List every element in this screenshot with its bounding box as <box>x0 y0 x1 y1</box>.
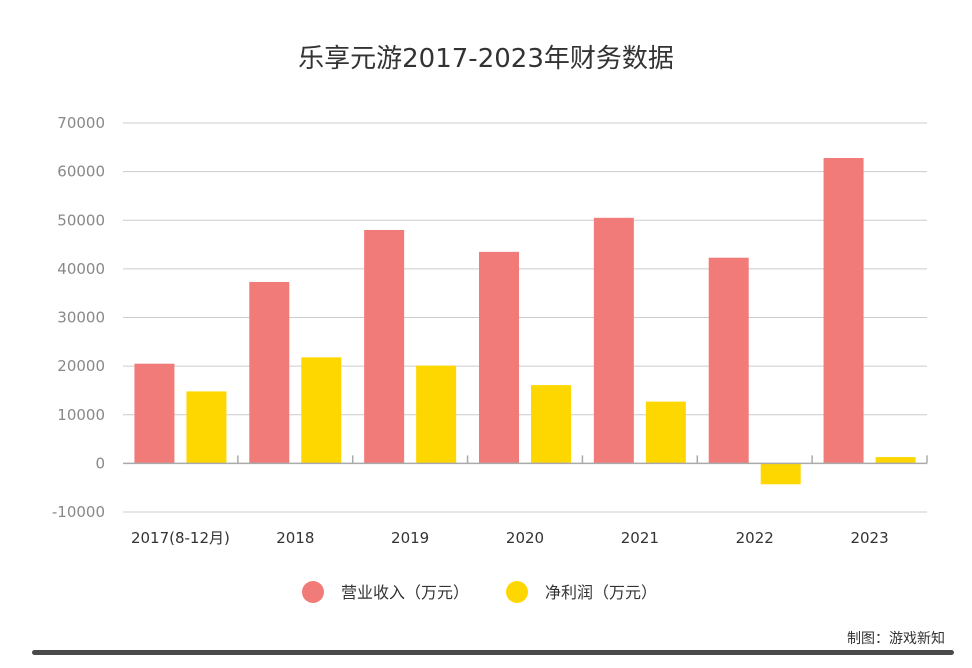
legend-label: 营业收入（万元） <box>341 583 469 602</box>
bar <box>823 158 864 464</box>
legend-marker <box>506 581 528 603</box>
chart-title: 乐享元游2017-2023年财务数据 <box>298 44 674 74</box>
bar <box>479 251 519 464</box>
chart-credit: 制图：游戏新知 <box>847 630 945 647</box>
bar <box>875 457 916 464</box>
bar <box>708 257 749 464</box>
x-category-label: 2017(8-12月) <box>131 529 230 547</box>
y-tick-label: 30000 <box>57 309 105 327</box>
x-category-label: 2022 <box>736 529 774 547</box>
zero-axis <box>123 455 928 465</box>
bar <box>301 357 342 464</box>
y-tick-label: 0 <box>95 454 105 472</box>
bar <box>645 401 686 464</box>
bar <box>249 282 290 464</box>
y-axis-tick-labels: -10000 0 10000 20000 30000 40000 50000 60000 700… <box>52 114 105 521</box>
bar <box>760 463 801 485</box>
x-category-label: 2020 <box>506 529 544 547</box>
x-category-label: 2018 <box>276 529 314 547</box>
bar <box>593 217 634 464</box>
legend: 营业收入（万元） 净利润（万元） <box>302 581 657 603</box>
y-tick-label: 10000 <box>57 406 105 424</box>
bar <box>531 385 571 464</box>
y-tick-label: 70000 <box>57 114 105 132</box>
x-category-label: 2019 <box>391 529 429 547</box>
bar <box>416 365 457 464</box>
y-tick-label: -10000 <box>52 503 105 521</box>
x-category-label: 2023 <box>850 529 888 547</box>
bar <box>364 229 405 464</box>
legend-marker <box>302 581 324 603</box>
y-tick-label: 40000 <box>57 260 105 278</box>
bottom-divider-bar <box>32 650 954 655</box>
x-axis-category-labels: 2017(8-12月) 2018 2019 2020 2021 2022 2023 <box>131 529 889 547</box>
bars <box>134 158 916 485</box>
y-tick-label: 50000 <box>57 211 105 229</box>
grid-lines <box>123 122 927 513</box>
y-tick-label: 20000 <box>57 357 105 375</box>
y-tick-label: 60000 <box>57 163 105 181</box>
x-category-label: 2021 <box>621 529 659 547</box>
legend-label: 净利润（万元） <box>545 583 657 602</box>
bar <box>186 391 227 464</box>
bar <box>134 363 175 464</box>
